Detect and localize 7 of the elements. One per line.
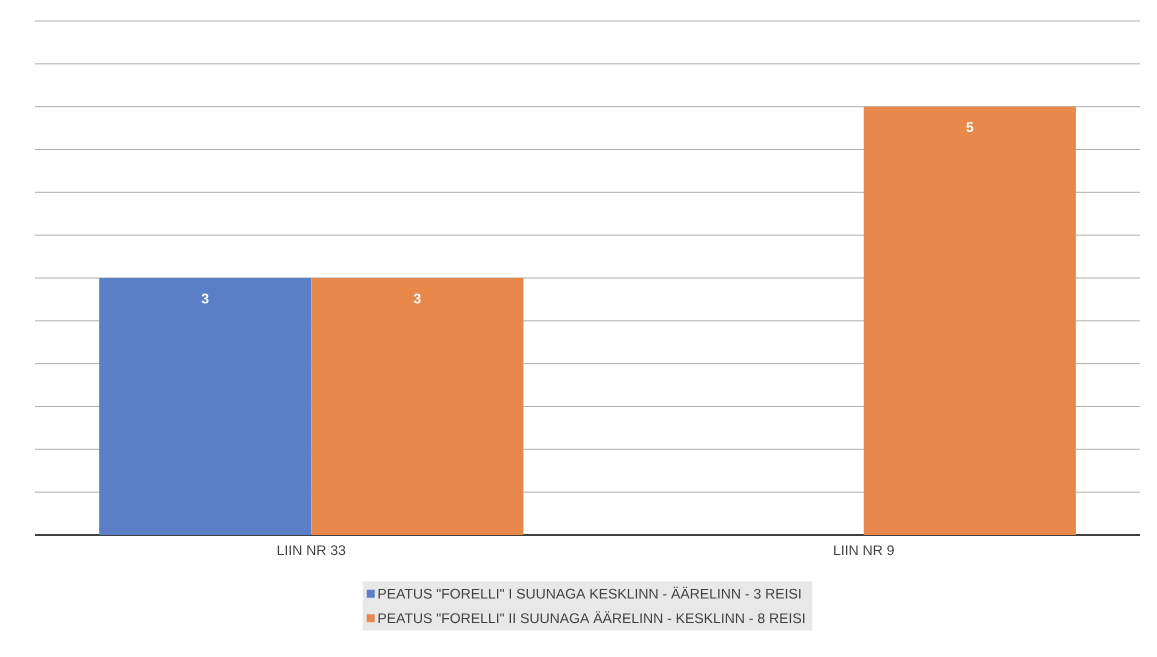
data-label: 3 [413, 293, 421, 304]
data-label: 5 [966, 122, 974, 133]
x-tick-label: LIIN NR 9 [834, 545, 894, 556]
x-tick-label: LIIN NR 33 [277, 545, 346, 556]
legend-label: PEATUS "FORELLI" II SUUNAGA ÄÄRELINN - KESKLINN - 8 REISI [378, 611, 805, 624]
legend-label: PEATUS "FORELLI" I SUUNAGA KESKLINN - ÄÄRELINN - 3 REISI [378, 586, 801, 599]
data-label: 3 [201, 293, 209, 304]
